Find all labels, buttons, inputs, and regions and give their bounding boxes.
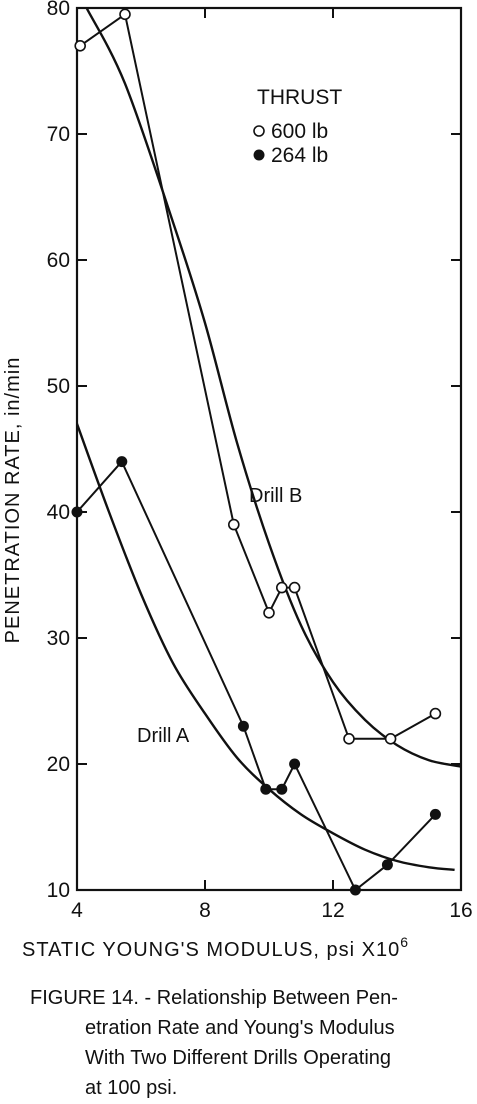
y-tick-label: 70 bbox=[47, 123, 70, 146]
x-tick-label: 16 bbox=[449, 899, 472, 922]
y-tick-label: 20 bbox=[47, 753, 70, 776]
annotation-drill-b: Drill B bbox=[249, 485, 302, 507]
figure-caption: FIGURE 14. - Relationship Between Pen- e… bbox=[30, 983, 470, 1103]
caption-line: With Two Different Drills Operating bbox=[85, 1047, 392, 1069]
data-point-open bbox=[263, 606, 275, 619]
y-tick-label: 50 bbox=[47, 375, 70, 398]
data-point-open bbox=[288, 581, 301, 594]
caption-line: etration Rate and Young's Modulus bbox=[85, 1017, 395, 1039]
legend-marker-open bbox=[253, 125, 265, 137]
data-point-filled bbox=[429, 808, 441, 820]
data-point-filled bbox=[381, 859, 393, 871]
data-point-filled bbox=[349, 884, 361, 896]
y-axis-title: PENETRATION RATE, in/min bbox=[2, 357, 24, 644]
data-point-open bbox=[384, 732, 397, 745]
x-axis-title-text: STATIC YOUNG'S MODULUS, psi X10 bbox=[22, 939, 400, 961]
data-lines bbox=[76, 12, 437, 892]
data-point-filled bbox=[260, 783, 272, 795]
y-tick-label: 30 bbox=[47, 627, 70, 650]
data-markers bbox=[71, 8, 442, 896]
y-tick-label: 10 bbox=[47, 879, 70, 902]
data-point-open bbox=[119, 8, 131, 21]
plot-frame bbox=[75, 6, 463, 892]
chart: 10 20 30 40 50 60 70 80 4 8 12 16 PENETRATION RATE,… bbox=[2, 0, 473, 961]
data-point-open bbox=[228, 518, 240, 531]
data-point-open bbox=[343, 732, 355, 745]
series-line-264lb bbox=[76, 459, 437, 892]
legend-label-600: 600 lb bbox=[271, 120, 328, 143]
caption-line: FIGURE 14. - Relationship Between Pen- bbox=[30, 987, 398, 1009]
x-tick-label: 12 bbox=[321, 899, 344, 922]
legend-label-264: 264 lb bbox=[271, 144, 328, 167]
data-point-filled bbox=[289, 758, 301, 770]
legend: THRUST 600 lb 264 lb bbox=[253, 86, 342, 167]
plot-border bbox=[75, 6, 463, 892]
caption-line: at 100 psi. bbox=[85, 1077, 178, 1099]
data-point-filled bbox=[237, 720, 249, 732]
series-line-600lb bbox=[79, 12, 436, 740]
y-tick-label: 60 bbox=[47, 249, 70, 272]
y-tick-label: 40 bbox=[47, 501, 70, 524]
x-axis-title: STATIC YOUNG'S MODULUS, psi X106 bbox=[22, 934, 409, 961]
legend-title: THRUST bbox=[257, 86, 342, 109]
data-point-open bbox=[74, 39, 86, 52]
x-tick-label: 8 bbox=[199, 899, 211, 922]
x-tick-label: 4 bbox=[71, 899, 83, 922]
axis-ticks: 10 20 30 40 50 60 70 80 4 8 12 16 bbox=[47, 0, 473, 922]
legend-marker-filled bbox=[253, 149, 265, 161]
data-point-filled bbox=[276, 783, 288, 795]
x-axis-exponent: 6 bbox=[400, 934, 409, 950]
data-point-open bbox=[429, 707, 442, 720]
data-point-open bbox=[275, 581, 288, 594]
y-tick-label: 80 bbox=[47, 0, 70, 20]
data-point-filled bbox=[116, 456, 128, 468]
annotation-drill-a: Drill A bbox=[137, 725, 190, 747]
fit-curve-drill-b bbox=[85, 8, 461, 768]
fit-curves bbox=[77, 8, 461, 872]
